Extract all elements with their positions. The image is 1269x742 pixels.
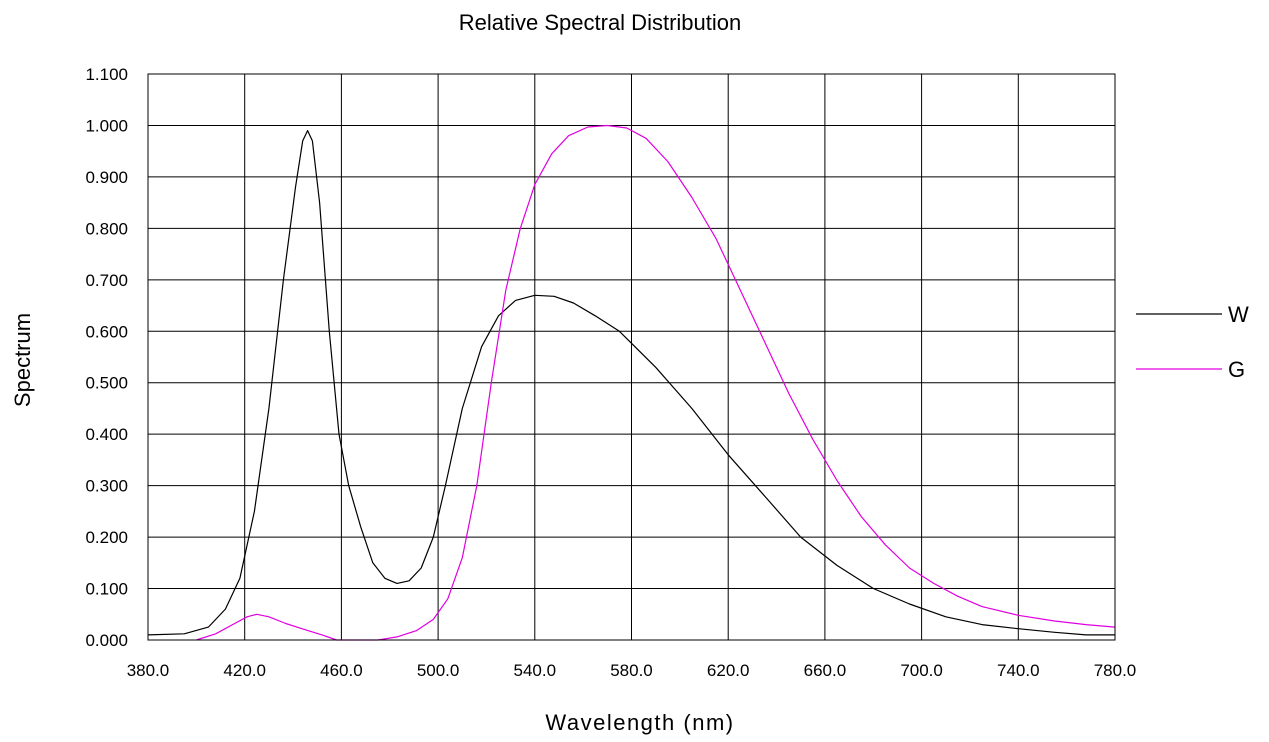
x-tick-label: 660.0: [804, 661, 847, 680]
y-tick-label: 0.600: [85, 322, 128, 341]
legend-label-g: G: [1228, 357, 1245, 382]
y-tick-label: 1.000: [85, 116, 128, 135]
legend-label-w: W: [1228, 302, 1249, 327]
y-tick-label: 0.700: [85, 271, 128, 290]
series-line-w: [147, 130, 1115, 636]
x-tick-label: 700.0: [900, 661, 943, 680]
tick-labels: 380.0 420.0 460.0 500.0 540.0 580.0 620.0 660.0…: [85, 65, 1136, 680]
series-lines: [147, 124, 1116, 641]
x-axis-title: Wavelength (nm): [545, 710, 734, 735]
plot-area-border: [147, 73, 1116, 641]
y-tick-label: 0.200: [85, 528, 128, 547]
y-tick-label: 1.100: [85, 65, 128, 84]
series-line-g: [196, 124, 1116, 641]
x-tick-label: 620.0: [707, 661, 750, 680]
y-tick-label: 0.000: [85, 631, 128, 650]
chart-title: Relative Spectral Distribution: [459, 10, 741, 35]
x-tick-label: 740.0: [997, 661, 1040, 680]
grid-lines: [147, 73, 1116, 641]
x-tick-label: 780.0: [1094, 661, 1137, 680]
x-tick-label: 540.0: [514, 661, 557, 680]
x-tick-label: 580.0: [610, 661, 653, 680]
y-tick-label: 0.300: [85, 477, 128, 496]
y-tick-label: 0.100: [85, 580, 128, 599]
y-axis-title: Spectrum: [10, 313, 35, 407]
legend: WG: [1136, 302, 1249, 382]
y-tick-label: 0.400: [85, 425, 128, 444]
y-tick-label: 0.900: [85, 168, 128, 187]
x-tick-label: 500.0: [417, 661, 460, 680]
x-tick-label: 380.0: [127, 661, 170, 680]
y-tick-label: 0.500: [85, 374, 128, 393]
x-tick-label: 460.0: [320, 661, 363, 680]
y-tick-label: 0.800: [85, 219, 128, 238]
x-tick-label: 420.0: [223, 661, 266, 680]
